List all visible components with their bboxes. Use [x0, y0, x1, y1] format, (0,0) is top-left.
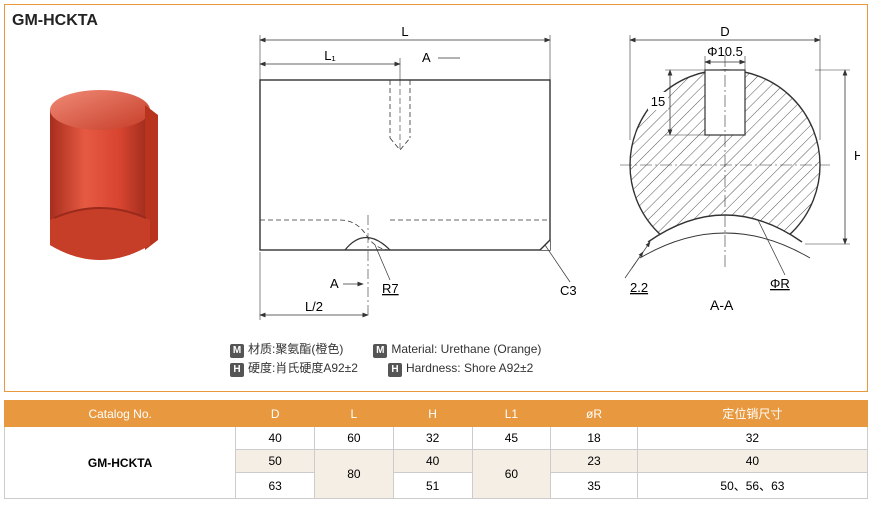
col-L1: L1	[472, 401, 551, 427]
label-Lhalf: L/2	[305, 299, 323, 314]
label-H: H	[854, 148, 860, 163]
h-key-icon-2: H	[388, 363, 402, 377]
col-L: L	[315, 401, 394, 427]
section-view: D Φ10.5 15 H 2.2	[620, 24, 860, 313]
m-key-icon: M	[230, 344, 244, 358]
label-D: D	[720, 24, 729, 39]
product-title: GM-HCKTA	[12, 12, 98, 30]
hardness-cn: 硬度:肖氏硬度A92±2	[248, 361, 358, 375]
label-15: 15	[651, 94, 665, 109]
spec-table: Catalog No. D L H L1 øR 定位销尺寸 GM-HCKTA 4…	[4, 400, 868, 499]
m-key-icon-2: M	[373, 344, 387, 358]
label-22: 2.2	[630, 280, 648, 295]
hardness-en: Hardness: Shore A92±2	[406, 361, 533, 375]
table-header: Catalog No. D L H L1 øR 定位销尺寸	[5, 401, 868, 427]
label-L: L	[401, 24, 408, 39]
label-L1: L₁	[324, 48, 336, 63]
h-key-icon: H	[230, 363, 244, 377]
label-phiR: ΦR	[770, 276, 790, 291]
label-A-bottom: A	[330, 276, 339, 291]
side-view: L L₁ A A R7 L/2	[260, 24, 577, 320]
label-A-top: A	[422, 50, 431, 65]
technical-diagram: L L₁ A A R7 L/2	[230, 20, 860, 360]
col-H: H	[393, 401, 472, 427]
label-C3: C3	[560, 283, 577, 298]
col-D: D	[236, 401, 315, 427]
catalog-cell: GM-HCKTA	[5, 427, 236, 499]
col-pin: 定位销尺寸	[637, 401, 867, 427]
product-image	[30, 80, 170, 275]
material-cn: 材质:聚氨酯(橙色)	[248, 342, 343, 356]
label-R7: R7	[382, 281, 399, 296]
material-info: M 材质:聚氨酯(橙色) M Material: Urethane (Orange)…	[230, 340, 541, 378]
material-en: Material: Urethane (Orange)	[391, 342, 541, 356]
col-oR: øR	[551, 401, 638, 427]
col-catalog: Catalog No.	[5, 401, 236, 427]
table-row: GM-HCKTA 40 60 32 45 18 32	[5, 427, 868, 450]
label-AA: A-A	[710, 297, 734, 313]
